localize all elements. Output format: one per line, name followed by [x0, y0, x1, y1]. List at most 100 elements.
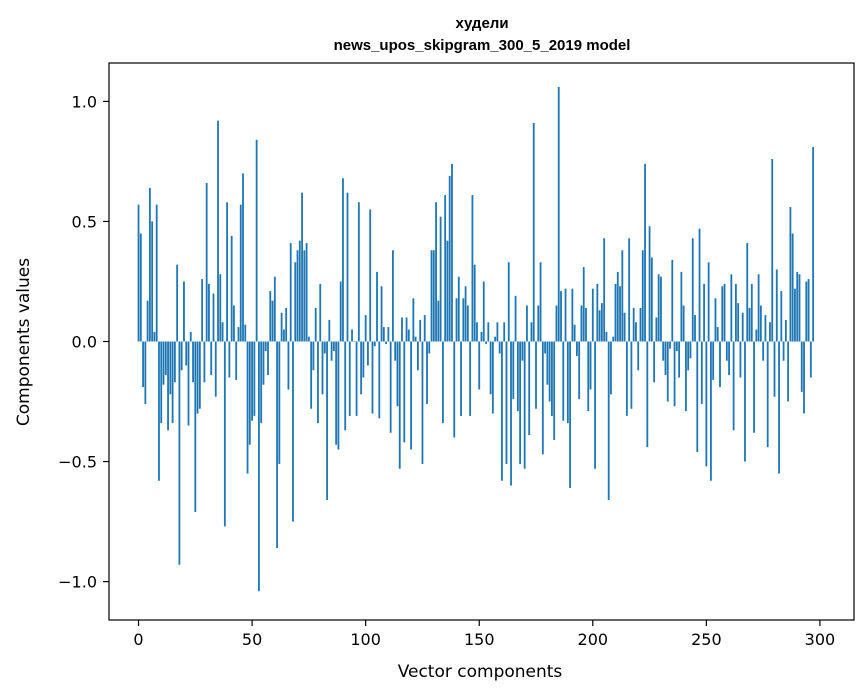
bar-173 [530, 322, 533, 342]
bar-31 [208, 283, 210, 342]
bar-98 [360, 341, 363, 395]
x-tick-label: 250 [691, 630, 722, 649]
bar-167 [516, 341, 519, 412]
bar-69 [294, 262, 297, 342]
bar-269 [748, 307, 751, 342]
bar-93 [348, 341, 351, 416]
bar-161 [503, 322, 506, 342]
bar-85 [330, 341, 333, 361]
bar-290 [796, 271, 799, 342]
bar-143 [462, 298, 465, 342]
y-tick-label: 1.0 [72, 92, 97, 111]
bar-88 [337, 341, 340, 450]
bar-185 [557, 87, 560, 342]
chart-subtitle: news_upos_skipgram_300_5_2019 model [334, 37, 631, 54]
bar-212 [619, 286, 621, 342]
bar-234 [669, 341, 671, 349]
bar-165 [512, 341, 515, 400]
bar-172 [528, 341, 531, 436]
bar-13 [167, 341, 169, 431]
bar-99 [362, 341, 365, 378]
bar-258 [723, 283, 726, 342]
bar-11 [162, 341, 165, 385]
bar-217 [630, 341, 633, 409]
bar-92 [346, 192, 349, 342]
bar-5 [148, 187, 151, 342]
bar-153 [485, 341, 487, 344]
y-axis-ticks: −1.0 −0.5 0.0 0.5 1.0 [58, 92, 109, 592]
bar-63 [280, 312, 283, 342]
bar-204 [600, 303, 603, 342]
y-tick-label: 0.0 [72, 333, 97, 352]
bar-40 [228, 341, 231, 378]
bar-249 [703, 283, 705, 342]
x-tick-label: 300 [805, 630, 836, 649]
bar-54 [260, 341, 263, 424]
bar-292 [800, 341, 803, 392]
bar-257 [721, 286, 724, 342]
bar-134 [441, 341, 444, 424]
bar-132 [437, 300, 440, 342]
bar-291 [798, 274, 801, 342]
bar-253 [712, 341, 715, 380]
bar-261 [730, 274, 733, 342]
bar-130 [432, 250, 435, 342]
bar-140 [455, 298, 458, 342]
bar-35 [217, 120, 219, 342]
bar-110 [387, 327, 390, 342]
bar-170 [523, 341, 526, 469]
bar-30 [205, 183, 208, 342]
bar-273 [757, 274, 760, 342]
bar-105 [376, 271, 378, 342]
bar-90 [342, 178, 344, 342]
bar-195 [580, 305, 583, 342]
bar-177 [539, 262, 542, 342]
bar-254 [714, 298, 717, 342]
y-tick-label: 0.5 [72, 212, 97, 231]
bar-120 [410, 341, 412, 450]
x-axis-label: Vector components [398, 662, 563, 682]
bar-84 [328, 319, 331, 342]
bar-14 [169, 341, 172, 395]
bar-224 [646, 341, 649, 448]
plot-frame [108, 62, 855, 621]
bar-247 [698, 228, 701, 342]
bar-109 [385, 341, 388, 344]
bar-129 [430, 250, 433, 342]
bar-168 [519, 341, 522, 464]
bar-18 [178, 341, 181, 565]
chart-title: худели [455, 15, 508, 32]
bar-100 [364, 315, 367, 342]
bar-201 [594, 341, 596, 469]
bar-39 [226, 202, 229, 342]
bar-199 [589, 341, 592, 390]
x-tick-label: 150 [464, 630, 495, 649]
bar-188 [564, 288, 567, 342]
bar-148 [473, 264, 476, 342]
bar-83 [326, 341, 328, 500]
bar-48 [246, 341, 249, 474]
bar-251 [707, 262, 710, 342]
bar-283 [780, 291, 783, 342]
bar-3 [144, 341, 147, 404]
bar-241 [685, 341, 687, 412]
bar-190 [569, 341, 571, 488]
bar-138 [451, 163, 453, 342]
bar-9 [158, 341, 160, 481]
bar-116 [401, 317, 403, 342]
bar-141 [457, 276, 460, 342]
bar-152 [482, 281, 485, 342]
bar-248 [700, 341, 703, 404]
bar-107 [380, 286, 383, 342]
bar-52 [255, 139, 258, 342]
bar-219 [635, 322, 637, 342]
bar-160 [501, 341, 503, 481]
bar-236 [673, 341, 676, 407]
bar-29 [203, 341, 206, 383]
bar-50 [251, 341, 254, 421]
bar-169 [521, 341, 524, 361]
bar-207 [607, 341, 610, 500]
bar-238 [678, 341, 681, 378]
bar-32 [210, 341, 213, 376]
bar-22 [187, 341, 190, 426]
